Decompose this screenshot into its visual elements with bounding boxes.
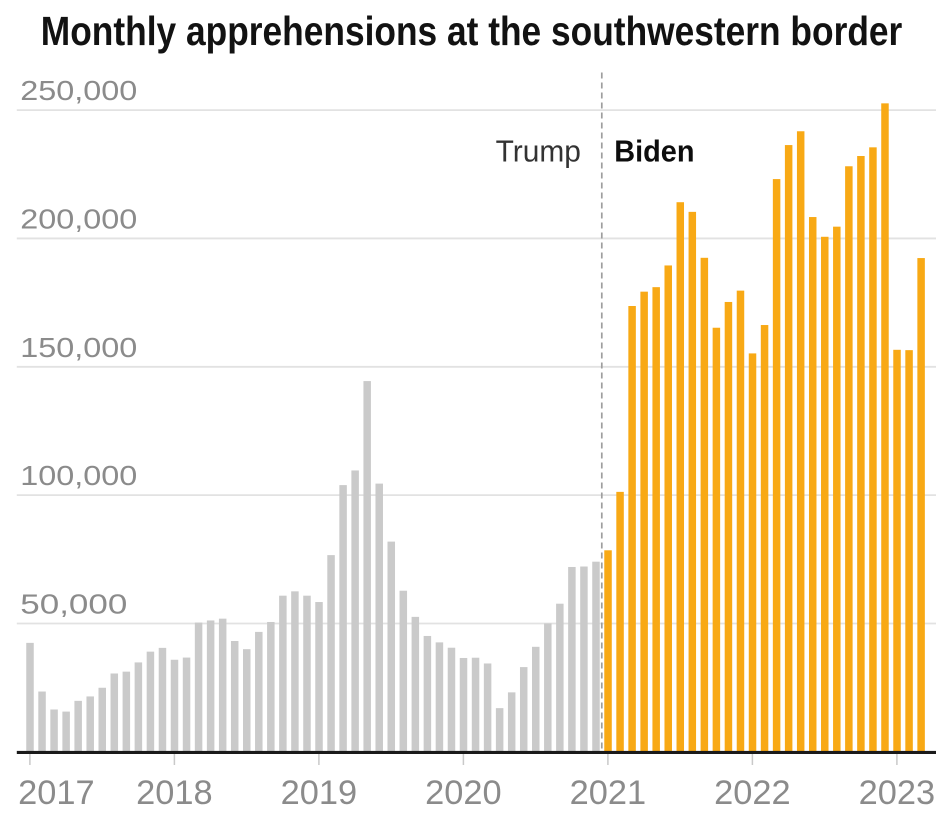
svg-text:Biden: Biden [614,134,694,169]
svg-text:250,000: 250,000 [20,75,137,106]
svg-text:200,000: 200,000 [20,204,137,235]
svg-text:2018: 2018 [136,774,213,812]
svg-text:50,000: 50,000 [20,589,127,620]
svg-text:2023: 2023 [859,774,936,812]
svg-text:2022: 2022 [714,774,791,812]
svg-text:2019: 2019 [281,774,358,812]
svg-text:2017: 2017 [18,774,95,812]
svg-text:Monthly apprehensions at the s: Monthly apprehensions at the southwester… [41,8,903,54]
svg-text:100,000: 100,000 [20,460,137,491]
svg-text:Trump: Trump [496,134,581,169]
svg-text:150,000: 150,000 [20,332,137,363]
svg-text:2020: 2020 [425,774,502,812]
svg-text:2021: 2021 [570,774,647,812]
